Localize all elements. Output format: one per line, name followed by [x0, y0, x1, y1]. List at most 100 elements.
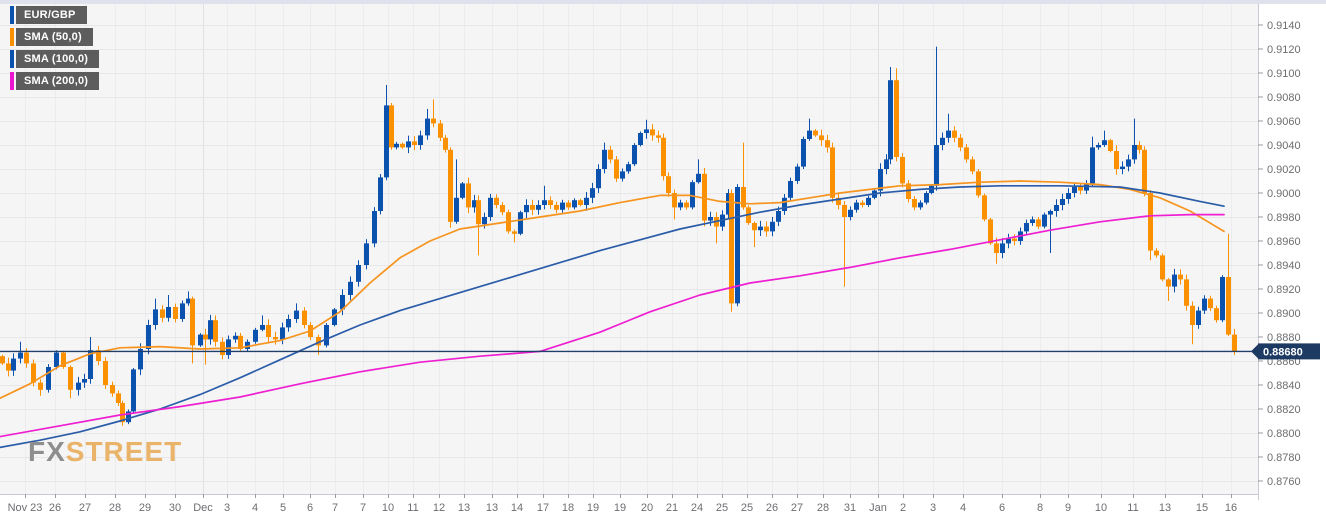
candle[interactable] — [1000, 243, 1005, 253]
candle[interactable] — [454, 197, 459, 222]
candle[interactable] — [54, 352, 59, 367]
candle[interactable] — [213, 320, 218, 342]
candle[interactable] — [438, 123, 443, 138]
candle[interactable] — [735, 186, 740, 304]
candle[interactable] — [18, 352, 23, 359]
candle[interactable] — [1232, 334, 1237, 352]
candle[interactable] — [1066, 192, 1071, 199]
candle[interactable] — [884, 159, 889, 169]
candle[interactable] — [1160, 255, 1165, 280]
candle[interactable] — [632, 144, 637, 165]
candle[interactable] — [770, 221, 775, 232]
candle[interactable] — [418, 135, 423, 145]
candle[interactable] — [1184, 279, 1189, 306]
candle[interactable] — [190, 298, 195, 346]
candle[interactable] — [650, 129, 655, 136]
candle[interactable] — [186, 298, 191, 304]
candle[interactable] — [103, 360, 108, 385]
candle[interactable] — [620, 171, 625, 179]
candle[interactable] — [356, 264, 361, 282]
candle[interactable] — [1178, 274, 1183, 280]
candle[interactable] — [964, 147, 969, 160]
candle[interactable] — [431, 118, 436, 124]
candle[interactable] — [924, 192, 929, 203]
candle[interactable] — [131, 369, 136, 412]
legend-item-sma100[interactable]: SMA (100,0) — [10, 50, 100, 68]
candle[interactable] — [940, 137, 945, 145]
candle[interactable] — [836, 197, 841, 205]
candle[interactable] — [1120, 166, 1125, 169]
candle[interactable] — [1114, 150, 1119, 169]
candle[interactable] — [226, 339, 231, 355]
candle[interactable] — [788, 180, 793, 198]
candle[interactable] — [825, 140, 830, 148]
candle[interactable] — [76, 382, 81, 390]
candle[interactable] — [1024, 222, 1029, 232]
candle[interactable] — [1148, 192, 1153, 251]
candle[interactable] — [752, 222, 757, 231]
candle[interactable] — [233, 335, 238, 340]
candle[interactable] — [110, 384, 115, 394]
candle[interactable] — [482, 216, 487, 225]
candle[interactable] — [1126, 159, 1131, 167]
candle[interactable] — [596, 168, 601, 189]
candle[interactable] — [11, 358, 16, 371]
candle[interactable] — [126, 411, 131, 423]
candle[interactable] — [678, 202, 683, 208]
candle[interactable] — [819, 135, 824, 141]
candle[interactable] — [46, 366, 51, 390]
candle[interactable] — [24, 352, 29, 364]
candle[interactable] — [394, 143, 399, 148]
candle[interactable] — [1048, 210, 1053, 215]
candle[interactable] — [878, 168, 883, 191]
candle[interactable] — [1006, 238, 1011, 244]
candle[interactable] — [412, 141, 417, 145]
candle[interactable] — [6, 363, 11, 371]
candle[interactable] — [1036, 219, 1041, 227]
candle[interactable] — [1030, 219, 1035, 223]
candle[interactable] — [68, 366, 73, 390]
candle[interactable] — [448, 149, 453, 222]
candle[interactable] — [1042, 214, 1047, 227]
candle[interactable] — [866, 197, 871, 205]
candle[interactable] — [807, 130, 812, 139]
candle[interactable] — [82, 378, 87, 383]
candle[interactable] — [173, 306, 178, 319]
legend-item-sma50[interactable]: SMA (50,0) — [10, 28, 93, 46]
candle[interactable] — [626, 164, 631, 172]
candle[interactable] — [1132, 144, 1137, 160]
candle[interactable] — [332, 309, 337, 325]
candle[interactable] — [273, 336, 278, 340]
candle[interactable] — [400, 143, 405, 148]
candle[interactable] — [860, 202, 865, 205]
candle[interactable] — [672, 192, 677, 208]
candle[interactable] — [842, 204, 847, 217]
candle[interactable] — [572, 200, 577, 208]
candle[interactable] — [96, 350, 101, 361]
candle[interactable] — [548, 200, 553, 205]
candle[interactable] — [266, 324, 271, 337]
candle[interactable] — [946, 130, 951, 138]
candle[interactable] — [364, 243, 369, 265]
candle[interactable] — [1072, 186, 1077, 193]
candle[interactable] — [116, 393, 121, 403]
candle[interactable] — [472, 200, 477, 208]
candle[interactable] — [280, 327, 285, 340]
candle[interactable] — [1054, 204, 1059, 211]
candle[interactable] — [729, 192, 734, 304]
candle[interactable] — [198, 334, 203, 346]
candle[interactable] — [348, 281, 353, 295]
candle[interactable] — [952, 130, 957, 138]
candle[interactable] — [614, 159, 619, 179]
candle[interactable] — [378, 177, 383, 211]
candle[interactable] — [38, 382, 43, 390]
candle[interactable] — [316, 336, 321, 346]
candle[interactable] — [656, 135, 661, 138]
candle[interactable] — [530, 204, 535, 210]
candle[interactable] — [208, 320, 213, 340]
candle[interactable] — [776, 210, 781, 222]
candle[interactable] — [425, 118, 430, 136]
candle[interactable] — [684, 202, 689, 208]
candle[interactable] — [988, 219, 993, 244]
candle[interactable] — [708, 216, 713, 221]
